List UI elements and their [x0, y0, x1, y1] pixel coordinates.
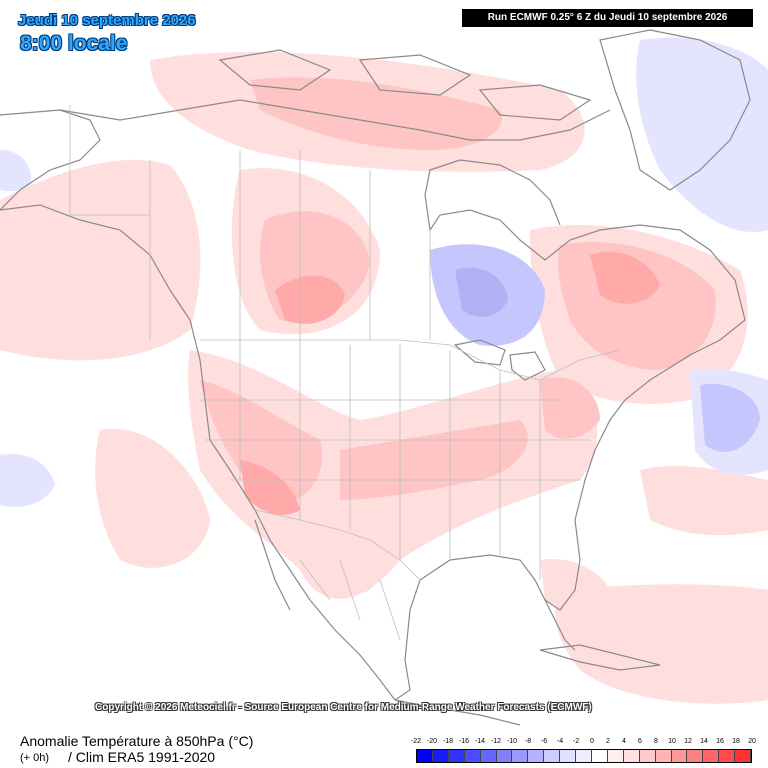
legend-swatch [448, 750, 465, 762]
legend-labels: -22 -20 -18 -16 -14 -12 -10 -8 -6 -4 -2 0 2 4 6 8 10 12 14… [411, 738, 756, 748]
legend-swatch [480, 750, 497, 762]
legend-label: 18 [732, 738, 740, 745]
legend-swatch [432, 750, 449, 762]
copyright-text: Copyright © 2026 Meteociel.fr - Source E… [95, 702, 592, 713]
legend-label: 14 [700, 738, 708, 745]
legend-label: -4 [556, 738, 564, 745]
legend-swatch [607, 750, 624, 762]
legend-label: 6 [638, 738, 642, 745]
legend-label: -22 [410, 738, 422, 745]
legend-label: -2 [572, 738, 580, 745]
legend-label: -18 [442, 738, 454, 745]
border-usa-canada [200, 339, 621, 381]
legend-label: 8 [654, 738, 658, 745]
legend-label: 10 [668, 738, 676, 745]
province-lines [70, 150, 431, 340]
coast-arctic [0, 99, 611, 141]
legend-label: 12 [684, 738, 692, 745]
legend-swatch [560, 750, 577, 762]
legend-label: -8 [524, 738, 532, 745]
coast-alaska [0, 109, 101, 211]
cuba [539, 644, 661, 671]
legend-swatch [496, 750, 513, 762]
legend-label: 4 [622, 738, 626, 745]
legend-label: -12 [490, 738, 502, 745]
baja-california [254, 519, 291, 611]
mexico-states [299, 559, 401, 641]
great-lakes [453, 339, 546, 381]
legend-swatch [576, 750, 592, 762]
arctic-islands [218, 49, 592, 121]
legend-swatch [687, 750, 704, 762]
legend-swatch [528, 750, 545, 762]
climatology-label: / Clim ERA5 1991-2020 [68, 749, 216, 765]
legend-swatch [464, 750, 481, 762]
warm-anomaly-strong [240, 251, 660, 515]
cold-anomaly-strong [455, 267, 508, 317]
legend-swatch [703, 750, 720, 762]
legend-label: -10 [506, 738, 518, 745]
legend-swatch [655, 750, 672, 762]
legend-swatch [591, 750, 608, 762]
coast-atlantic-north [429, 209, 746, 321]
florida [544, 599, 576, 651]
legend-label: 16 [716, 738, 724, 745]
coast-hudson [424, 159, 561, 231]
legend-swatch [639, 750, 656, 762]
legend-swatch [735, 750, 752, 762]
borders [69, 105, 621, 641]
legend-label: -14 [474, 738, 486, 745]
border-usa-mexico [254, 509, 421, 581]
forecast-step: (+ 0h) [20, 752, 50, 764]
legend-swatch [671, 750, 688, 762]
legend-label: -20 [426, 738, 438, 745]
state-lines [200, 340, 590, 580]
greenland [599, 29, 751, 191]
central-america [394, 699, 521, 726]
parameter-title: Anomalie Température à 850hPa (°C) [20, 733, 254, 749]
coastlines [0, 29, 751, 726]
legend-label: 2 [606, 738, 610, 745]
legend-label: 20 [748, 738, 756, 745]
legend-swatch [512, 750, 529, 762]
legend-label: -16 [458, 738, 470, 745]
legend-label: 0 [590, 738, 594, 745]
forecast-time: 8:00 locale [20, 32, 128, 55]
legend-label: -6 [540, 738, 548, 745]
legend-swatch [719, 750, 736, 762]
legend-swatch [417, 750, 433, 762]
run-info: Run ECMWF 0.25° 6 Z du Jeudi 10 septembr… [462, 9, 753, 27]
forecast-date: Jeudi 10 septembre 2026 [18, 12, 196, 29]
anomaly-map [0, 29, 768, 726]
legend-swatch [544, 750, 561, 762]
coast-gulf [394, 319, 746, 701]
legend-swatch [623, 750, 640, 762]
color-legend [416, 749, 752, 763]
